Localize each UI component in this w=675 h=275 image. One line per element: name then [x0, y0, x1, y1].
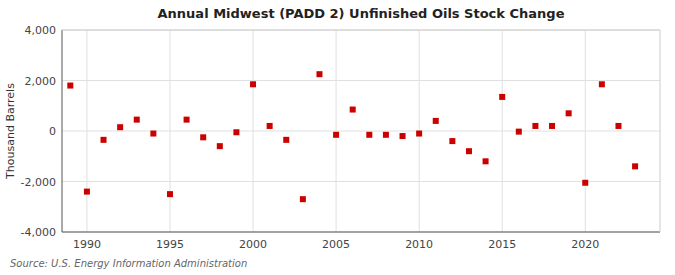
point — [217, 143, 223, 149]
chart: -4,000 -2,000 0 2,000 4,000 1990 1995 2000 2005 2… — [0, 0, 675, 275]
point — [67, 83, 73, 89]
y-tick-label: -4,000 — [21, 226, 56, 239]
point — [350, 107, 356, 113]
point — [383, 132, 389, 138]
point — [134, 117, 140, 123]
x-tick-label: 2010 — [405, 238, 433, 251]
source-note: Source: U.S. Energy Information Administ… — [10, 258, 247, 269]
point — [466, 148, 472, 154]
x-tick-label: 2020 — [571, 238, 599, 251]
point — [532, 123, 538, 129]
point — [599, 81, 605, 87]
x-grid-line — [585, 30, 586, 232]
point — [117, 124, 123, 130]
point — [632, 163, 638, 169]
point — [316, 71, 322, 77]
plot-frame-right — [660, 30, 661, 232]
point — [267, 123, 273, 129]
title: Annual Midwest (PADD 2) Unfinished Oils … — [158, 6, 565, 21]
x-axis-line — [62, 232, 660, 233]
x-grid-line — [86, 30, 87, 232]
plot-frame-top — [62, 30, 660, 31]
x-grid-line — [253, 30, 254, 232]
y-tick-label: 2,000 — [25, 75, 57, 88]
point — [167, 191, 173, 197]
point — [333, 132, 339, 138]
point — [615, 123, 621, 129]
x-tick-label: 1990 — [73, 238, 101, 251]
x-tick-label: 2015 — [488, 238, 516, 251]
x-tick-label: 2000 — [239, 238, 267, 251]
point — [283, 137, 289, 143]
point — [250, 81, 256, 87]
point — [582, 180, 588, 186]
point — [449, 138, 455, 144]
point — [200, 134, 206, 140]
x-grid-line — [169, 30, 170, 232]
point — [483, 158, 489, 164]
y-grid-line — [62, 232, 660, 233]
y-tick-label: 0 — [49, 125, 56, 138]
point — [416, 131, 422, 137]
y-grid-line — [62, 80, 660, 81]
y-tick-label: 4,000 — [25, 24, 57, 37]
x-tick-label: 1995 — [156, 238, 184, 251]
point — [300, 196, 306, 202]
y-tick-label: -2,000 — [21, 176, 56, 189]
point — [549, 123, 555, 129]
point — [84, 189, 90, 195]
y-grid-line — [62, 181, 660, 182]
point — [499, 94, 505, 100]
x-grid-line — [502, 30, 503, 232]
point — [516, 129, 522, 135]
point — [400, 133, 406, 139]
grid — [62, 30, 660, 232]
point — [566, 110, 572, 116]
y-grid-line — [62, 30, 660, 31]
point — [433, 118, 439, 124]
point — [184, 117, 190, 123]
point — [366, 132, 372, 138]
x-grid-line — [336, 30, 337, 232]
x-tick-label: 2005 — [322, 238, 350, 251]
y-axis-line — [62, 30, 63, 232]
point — [101, 137, 107, 143]
point — [150, 131, 156, 137]
point — [233, 129, 239, 135]
y-axis-label: Thousand Barrels — [4, 83, 17, 180]
points — [67, 71, 638, 202]
